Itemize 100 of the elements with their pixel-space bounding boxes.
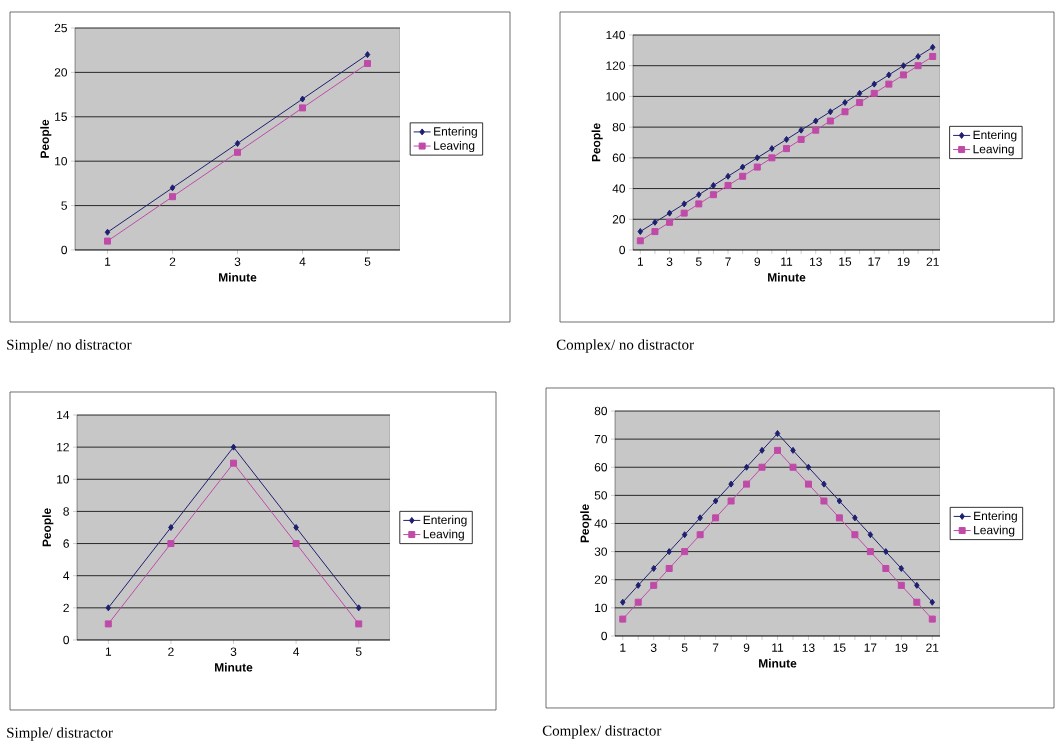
point — [886, 71, 892, 79]
y-tick-label: 2 — [63, 603, 69, 613]
point — [105, 604, 112, 612]
x-tick-label: 5 — [355, 647, 362, 656]
point — [899, 71, 907, 79]
legend-label: Entering — [974, 511, 1017, 523]
legend-label: Leaving — [973, 144, 1014, 156]
y-tick-label: 10 — [57, 475, 70, 484]
y-axis-title: People — [42, 508, 54, 547]
point — [851, 531, 859, 539]
y-tick-label: 20 — [612, 215, 626, 224]
point — [728, 480, 734, 488]
point — [898, 564, 905, 572]
point — [169, 193, 177, 201]
point — [364, 51, 371, 59]
point — [842, 99, 848, 107]
x-tick-label: 19 — [895, 643, 908, 652]
point — [651, 228, 659, 236]
text: Simple/ distractor — [7, 727, 113, 741]
x-tick-label: 15 — [839, 257, 852, 266]
y-tick-label: 0 — [601, 631, 608, 641]
text: Simple/ no distractor — [7, 339, 132, 353]
point — [797, 135, 805, 143]
text: Complex/ no distractor — [556, 339, 694, 353]
point — [774, 446, 782, 454]
y-tick-label: 20 — [594, 575, 608, 584]
y-tick-label: 0 — [61, 245, 68, 255]
point — [167, 540, 175, 548]
point — [695, 200, 703, 208]
x-tick-label: 21 — [926, 643, 939, 652]
point — [293, 523, 299, 531]
point — [169, 184, 176, 192]
y-tick-label: 0 — [619, 245, 626, 255]
point — [804, 480, 812, 488]
point — [774, 429, 781, 437]
y-tick-label: 120 — [606, 61, 626, 70]
y-tick-label: 10 — [55, 156, 68, 166]
y-tick-label: 5 — [61, 201, 67, 210]
point — [650, 564, 657, 572]
point — [292, 540, 300, 548]
point — [724, 181, 732, 189]
point — [758, 463, 766, 471]
point — [870, 89, 878, 97]
point — [885, 80, 893, 88]
point — [355, 604, 362, 612]
point — [727, 497, 735, 505]
point — [790, 446, 796, 454]
y-tick-label: 100 — [606, 92, 626, 101]
y-tick-label: 10 — [595, 603, 608, 613]
x-axis-title: Minute — [768, 272, 806, 282]
point — [725, 172, 731, 180]
legend-label: Leaving — [434, 140, 475, 153]
point — [709, 191, 717, 199]
point — [104, 237, 112, 245]
y-tick-label: 60 — [612, 153, 626, 163]
point — [826, 117, 834, 125]
point — [915, 52, 921, 60]
x-tick-label: 2 — [168, 647, 174, 656]
point — [637, 228, 644, 236]
point — [827, 108, 834, 116]
x-tick-label: 5 — [695, 257, 702, 266]
point — [620, 598, 626, 606]
point — [104, 620, 112, 628]
y-axis-title: People — [591, 123, 603, 162]
point — [635, 581, 641, 589]
point — [820, 497, 828, 505]
legend-label: Entering — [973, 130, 1017, 142]
point — [852, 514, 858, 522]
point — [928, 615, 936, 623]
point — [914, 581, 920, 589]
point — [230, 459, 238, 467]
point — [871, 80, 877, 88]
point — [697, 514, 703, 522]
point — [798, 126, 804, 134]
x-tick-label: 21 — [926, 257, 939, 266]
point — [739, 172, 747, 180]
point — [929, 598, 936, 606]
x-tick-label: 3 — [230, 647, 237, 656]
point — [299, 95, 306, 103]
point — [812, 126, 820, 134]
point — [681, 531, 688, 539]
point — [835, 514, 843, 522]
y-tick-label: 20 — [54, 68, 68, 77]
x-tick-label: 17 — [868, 257, 881, 266]
x-tick-label: 15 — [833, 643, 846, 652]
point — [841, 108, 849, 116]
point — [299, 104, 307, 112]
x-tick-label: 7 — [725, 257, 731, 266]
y-tick-label: 50 — [594, 491, 608, 500]
point — [783, 145, 791, 153]
x-tick-label: 2 — [169, 257, 176, 266]
x-tick-label: 13 — [810, 257, 822, 266]
x-tick-label: 1 — [105, 647, 112, 656]
point — [813, 117, 819, 125]
point — [866, 548, 874, 556]
y-tick-label: 4 — [63, 571, 70, 580]
point — [754, 154, 761, 162]
point — [696, 191, 702, 199]
point — [897, 581, 905, 589]
point — [882, 564, 890, 572]
